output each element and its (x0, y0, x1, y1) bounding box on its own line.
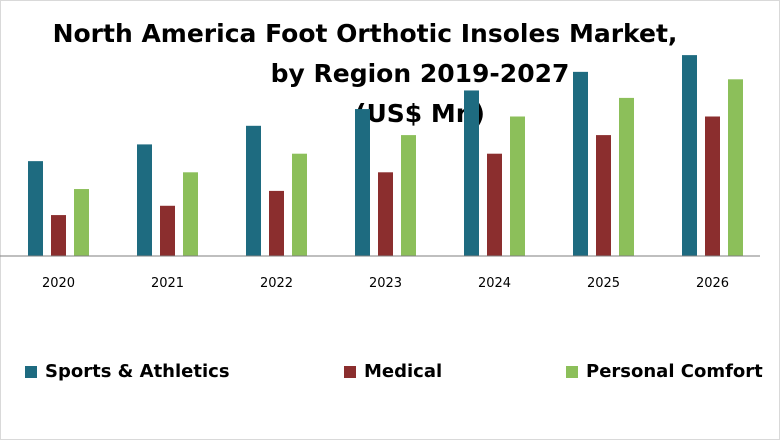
bar-2024-personal-comfort (510, 116, 525, 256)
chart-title: North America Foot Orthotic Insoles Mark… (0, 14, 730, 134)
bar-2024-sports-athletics (464, 90, 479, 257)
bar-group (28, 55, 743, 257)
bar-2025-personal-comfort (619, 97, 634, 257)
legend-label-sports: Sports & Athletics (45, 361, 230, 382)
legend-item-sports: Sports & Athletics (25, 361, 230, 382)
x-tick-label-2026: 2026 (696, 276, 729, 291)
legend-swatch-medical (344, 365, 356, 378)
legend-label-medical: Medical (364, 361, 443, 382)
legend-swatch-personal-comfort (566, 365, 578, 378)
legend-item-medical: Medical (344, 361, 442, 382)
x-tick-label-2020: 2020 (42, 276, 75, 291)
bar-2021-medical (160, 205, 175, 256)
legend-item-personal-comfort: Personal Comfort (566, 361, 763, 382)
x-tick-label-2024: 2024 (478, 276, 511, 291)
bar-2022-medical (269, 190, 284, 256)
legend-label-personal-comfort: Personal Comfort (586, 361, 763, 382)
x-tick-label-2023: 2023 (369, 276, 402, 291)
bar-2023-medical (378, 172, 393, 256)
bar-2021-sports-athletics (137, 144, 152, 256)
bar-2023-personal-comfort (401, 135, 416, 256)
legend-swatch-sports (25, 365, 37, 378)
bar-2025-medical (596, 135, 611, 256)
bar-2020-sports-athletics (28, 161, 43, 256)
x-tick-label-2022: 2022 (260, 276, 293, 291)
bar-2020-personal-comfort (74, 189, 89, 256)
bar-2021-personal-comfort (183, 172, 198, 256)
bar-2026-personal-comfort (728, 79, 743, 256)
legend: Sports & Athletics Medical Personal Comf… (0, 361, 780, 391)
chart-unit-label: (US$ Mn) (355, 99, 485, 128)
x-tick-labels: 2020 2021 2022 2023 2024 2025 2026 (42, 276, 729, 291)
chart-title-line-2: by Region 2019-2027 (270, 59, 570, 88)
x-tick-label-2021: 2021 (151, 276, 184, 291)
chart-title-line-1: North America Foot Orthotic Insoles Mark… (52, 19, 678, 48)
bar-2026-sports-athletics (682, 55, 697, 257)
bar-2022-personal-comfort (292, 153, 307, 256)
bar-2025-sports-athletics (573, 71, 588, 256)
bar-2026-medical (705, 116, 720, 256)
bar-2020-medical (51, 215, 66, 256)
x-tick-label-2025: 2025 (587, 276, 620, 291)
bar-2022-sports-athletics (246, 125, 261, 256)
bar-2024-medical (487, 153, 502, 256)
bar-2023-sports-athletics (355, 109, 370, 256)
